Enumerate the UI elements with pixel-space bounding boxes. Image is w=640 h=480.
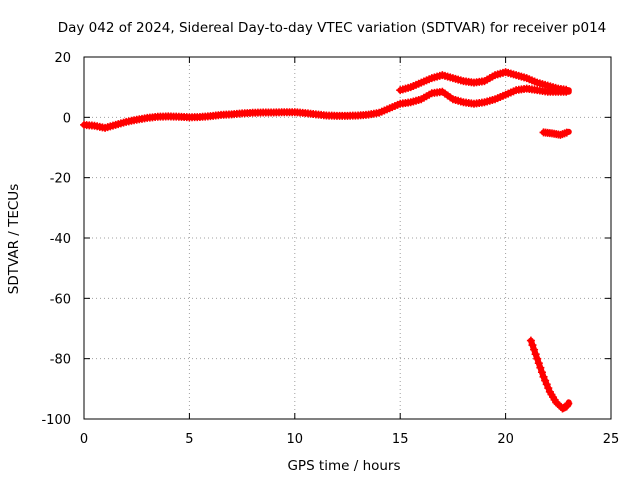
y-tick-label: -100 — [41, 413, 71, 428]
y-tick-label: -60 — [50, 292, 71, 307]
data-point — [542, 380, 551, 389]
data-point — [534, 359, 543, 368]
x-tick-label: 5 — [185, 432, 193, 447]
series-upper-branch — [396, 68, 572, 95]
data-point — [564, 399, 573, 408]
y-tick-label: -80 — [50, 353, 71, 368]
data-point — [531, 350, 540, 359]
data-point — [530, 345, 539, 354]
x-tick-label: 10 — [287, 432, 304, 447]
y-axis-label: SDTVAR / TECUs — [6, 184, 22, 294]
x-tick-label: 15 — [392, 432, 409, 447]
y-tick-label: -40 — [50, 232, 71, 247]
chart-title: Day 042 of 2024, Sidereal Day-to-day VTE… — [58, 20, 607, 36]
y-tick-label: 20 — [54, 51, 71, 66]
data-point — [562, 128, 571, 137]
data-point — [526, 336, 535, 345]
y-tick-label: -20 — [50, 172, 71, 187]
data-point — [539, 372, 548, 381]
data-point — [536, 363, 545, 372]
series-main — [80, 84, 572, 132]
x-axis-label: GPS time / hours — [287, 458, 400, 474]
axis-ticks: 0 5 10 15 20 25 -100 -80 -60 -40 -20 0 20 — [41, 51, 619, 447]
series-line — [81, 85, 572, 131]
data-point — [528, 341, 537, 350]
x-tick-label: 0 — [80, 432, 88, 447]
series-line — [527, 337, 572, 412]
data-point — [537, 368, 546, 377]
plot-frame — [83, 56, 612, 420]
y-tick-label: 0 — [63, 111, 71, 126]
data-point — [562, 85, 571, 94]
series-negative-short — [539, 128, 572, 139]
series-drop — [526, 336, 573, 413]
x-tick-label: 25 — [603, 432, 620, 447]
data-series — [80, 68, 573, 413]
grid-lines — [84, 57, 611, 419]
data-point — [544, 384, 553, 393]
data-point — [541, 376, 550, 385]
x-tick-label: 20 — [497, 432, 514, 447]
data-point — [533, 354, 542, 363]
